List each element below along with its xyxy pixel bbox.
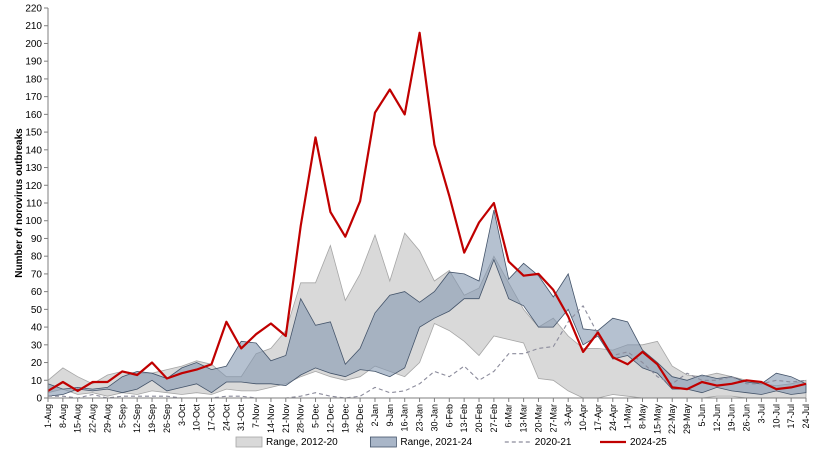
x-tick-label: 12-Sep [132, 404, 142, 433]
y-tick-label: 90 [31, 234, 43, 245]
legend-label: 2020-21 [535, 437, 572, 448]
legend: Range, 2012-20 Range, 2021-24 2020-21 2024-… [236, 437, 667, 448]
y-tick-label: 220 [25, 4, 42, 15]
y-axis-label: Number of norovirus outbreaks [14, 128, 25, 278]
legend-label: 2024-25 [630, 437, 667, 448]
x-tick-label: 27-Mar [548, 404, 558, 433]
x-tick-label: 15-May [652, 404, 662, 435]
y-tick-label: 60 [31, 287, 43, 298]
y-tick-label: 100 [25, 216, 42, 227]
x-tick-label: 26-Jun [742, 404, 752, 432]
x-tick-label: 29-May [682, 404, 692, 435]
x-tick-label: 3-Jul [756, 404, 766, 424]
x-tick-label: 10-Jul [771, 404, 781, 429]
x-tick-label: 23-Jan [415, 404, 425, 432]
x-tick-label: 20-Mar [534, 404, 544, 433]
x-tick-label: 10-Apr [578, 404, 588, 431]
x-tick-label: 21-Nov [281, 404, 291, 434]
x-tick-label: 13-Feb [459, 404, 469, 433]
x-tick-label: 7-Nov [251, 404, 261, 429]
y-tick-label: 170 [25, 92, 42, 103]
x-tick-label: 5-Jun [697, 404, 707, 427]
x-tick-label: 24-Apr [608, 404, 618, 431]
range-band-2021-24 [48, 210, 806, 396]
x-tick-label: 13-Mar [519, 404, 529, 433]
x-tick-label: 6-Mar [504, 404, 514, 428]
x-tick-label: 31-Oct [236, 404, 246, 432]
x-tick-label: 14-Nov [266, 404, 276, 434]
x-tick-label: 24-Jul [801, 404, 811, 429]
x-tick-label: 19-Dec [340, 404, 350, 434]
x-tick-label: 17-Apr [593, 404, 603, 431]
x-tick-label: 1-May [623, 404, 633, 430]
y-tick-label: 0 [36, 394, 42, 405]
x-tick-label: 20-Feb [474, 404, 484, 433]
x-tick-label: 29-Aug [103, 404, 113, 433]
x-tick-label: 2-Jan [370, 404, 380, 427]
range-areas-layer [48, 210, 806, 398]
legend-label: Range, 2012-20 [266, 437, 338, 448]
x-tick-label: 28-Nov [296, 404, 306, 434]
x-tick-label: 17-Jul [786, 404, 796, 429]
y-tick-label: 70 [31, 269, 43, 280]
x-tick-label: 3-Apr [563, 404, 573, 426]
y-tick-label: 110 [26, 199, 42, 210]
x-tick-label: 3-Oct [177, 404, 187, 427]
x-tick-label: 16-Jan [400, 404, 410, 432]
legend-item: 2024-25 [600, 437, 667, 448]
y-tick-label: 150 [25, 128, 42, 139]
x-tick-label: 6-Feb [444, 404, 454, 428]
legend-swatch [236, 437, 262, 447]
x-tick-label: 22-Aug [88, 404, 98, 433]
x-tick-label: 17-Oct [207, 404, 217, 432]
y-tick-label: 130 [25, 163, 42, 174]
x-tick-label: 22-May [667, 404, 677, 435]
x-tick-label: 5-Sep [117, 404, 127, 428]
y-tick-label: 50 [31, 305, 43, 316]
legend-item: 2020-21 [505, 437, 572, 448]
x-tick-label: 19-Jun [727, 404, 737, 432]
x-tick-label: 26-Sep [162, 404, 172, 433]
x-tick-label: 15-Aug [73, 404, 83, 433]
y-tick-label: 200 [25, 39, 42, 50]
y-tick-label: 30 [31, 340, 43, 351]
x-tick-label: 8-May [638, 404, 648, 430]
legend-label: Range, 2021-24 [400, 437, 472, 448]
x-tick-label: 1-Aug [43, 404, 53, 428]
x-tick-label: 19-Sep [147, 404, 157, 433]
y-tick-label: 180 [25, 74, 42, 85]
y-tick-label: 20 [31, 358, 43, 369]
y-tick-label: 40 [31, 323, 43, 334]
x-tick-label: 24-Oct [221, 404, 231, 432]
legend-item: Range, 2021-24 [370, 437, 472, 448]
y-tick-label: 140 [25, 145, 42, 156]
legend-item: Range, 2012-20 [236, 437, 338, 448]
y-tick-label: 210 [25, 21, 42, 32]
legend-swatch [370, 437, 396, 447]
x-tick-label: 12-Jun [712, 404, 722, 432]
x-tick-label: 27-Feb [489, 404, 499, 433]
x-tick-label: 5-Dec [311, 404, 321, 429]
y-tick-label: 120 [25, 181, 42, 192]
x-tick-label: 12-Dec [325, 404, 335, 434]
y-tick-label: 190 [25, 57, 42, 68]
x-tick-label: 30-Jan [429, 404, 439, 432]
y-tick-label: 80 [31, 252, 43, 263]
x-tick-label: 8-Aug [58, 404, 68, 428]
x-tick-label: 10-Oct [192, 404, 202, 432]
x-tick-label: 26-Dec [355, 404, 365, 434]
x-tick-label: 9-Jan [385, 404, 395, 427]
y-tick-label: 10 [31, 376, 43, 387]
y-tick-label: 160 [25, 110, 42, 121]
